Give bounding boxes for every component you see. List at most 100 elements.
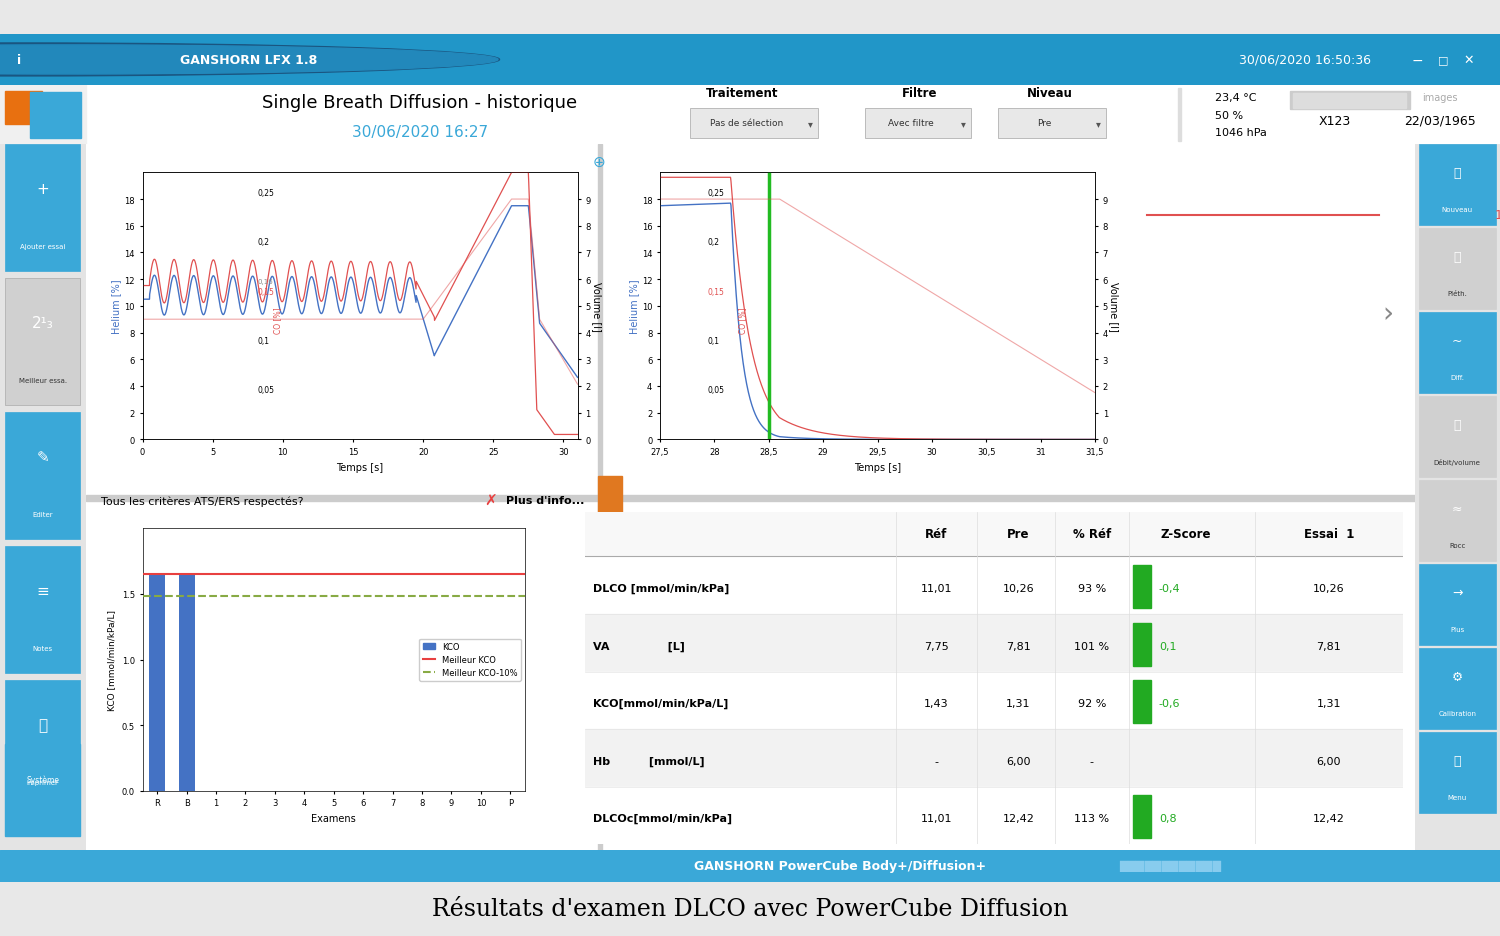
Bar (4, 92, 42, 124)
Text: Ajouter essai: Ajouter essai (20, 243, 66, 250)
Text: ✗: ✗ (484, 493, 496, 508)
Text: 50 %: 50 % (1215, 110, 1243, 121)
Text: Filtre: Filtre (902, 87, 938, 100)
Text: 0,05: 0,05 (708, 386, 724, 395)
Text: Traitement: Traitement (706, 87, 778, 100)
Text: ████████████: ████████████ (1119, 860, 1221, 871)
Text: Menu: Menu (1448, 794, 1467, 800)
Text: 101 %: 101 % (1074, 641, 1110, 651)
Text: Système: Système (26, 775, 60, 784)
Bar (1419, 564, 1496, 646)
Bar (585, 672, 1402, 729)
Bar (1419, 480, 1496, 562)
Text: 👤: 👤 (1454, 167, 1461, 180)
Bar (585, 512, 1402, 557)
Text: 10,26: 10,26 (1312, 583, 1344, 593)
Text: Plus d'info...: Plus d'info... (506, 496, 584, 505)
Text: 11,01: 11,01 (921, 813, 952, 824)
Text: 0,2: 0,2 (258, 238, 270, 247)
Text: ▾: ▾ (807, 119, 813, 129)
Text: CO [%]: CO [%] (273, 307, 282, 333)
Bar (1419, 397, 1496, 477)
Text: ⊕: ⊕ (592, 155, 606, 170)
Text: images: images (1422, 93, 1458, 103)
Bar (1419, 145, 1496, 227)
Text: 12,42: 12,42 (1002, 813, 1034, 824)
Bar (690, 109, 818, 139)
Bar (585, 614, 1402, 672)
Text: 23,4 °C: 23,4 °C (1215, 93, 1257, 103)
Text: -0,6: -0,6 (1160, 698, 1180, 709)
Text: Pléth.: Pléth. (1448, 291, 1467, 297)
Text: 1046 hPa: 1046 hPa (1215, 128, 1267, 139)
Text: ~: ~ (1452, 335, 1462, 347)
Text: ✕: ✕ (1462, 54, 1473, 66)
Text: −: − (1412, 53, 1424, 67)
Text: Résultats d'examen DLCO avec PowerCube Diffusion: Résultats d'examen DLCO avec PowerCube D… (432, 898, 1068, 920)
Text: 11,01: 11,01 (921, 583, 952, 593)
Text: 10,26: 10,26 (1002, 583, 1034, 593)
Text: 0,16: 0,16 (258, 279, 273, 285)
Y-axis label: Volume [l]: Volume [l] (1108, 282, 1119, 331)
Text: 🏠: 🏠 (1454, 754, 1461, 767)
Y-axis label: Helium [%]: Helium [%] (628, 279, 639, 334)
Bar (1419, 313, 1496, 394)
Text: 92 %: 92 % (1077, 698, 1106, 709)
Text: →: → (1452, 586, 1462, 599)
Bar (1293, 94, 1406, 109)
Text: GANSHORN PowerCube Body+/Diffusion+: GANSHORN PowerCube Body+/Diffusion+ (694, 859, 986, 872)
Text: Hb          [mmol/L]: Hb [mmol/L] (592, 755, 705, 766)
Bar (4, 744, 81, 836)
Circle shape (0, 46, 498, 75)
Text: 1,31: 1,31 (1007, 698, 1031, 709)
Bar (0, 86, 86, 145)
Text: Niveau: Niveau (1028, 87, 1072, 100)
Text: Plus: Plus (1450, 626, 1464, 633)
Bar (1132, 623, 1150, 666)
X-axis label: Examens: Examens (312, 813, 356, 823)
Legend: KCO, Meilleur KCO, Meilleur KCO-10%: KCO, Meilleur KCO, Meilleur KCO-10% (420, 639, 520, 680)
Text: 30/06/2020 16:27: 30/06/2020 16:27 (352, 124, 488, 139)
Bar (1178, 89, 1180, 142)
Bar (585, 557, 1402, 614)
Text: 6,00: 6,00 (1317, 756, 1341, 766)
Text: 22/03/1965: 22/03/1965 (1404, 114, 1476, 127)
Text: 6,00: 6,00 (1007, 756, 1031, 766)
Text: 7,81: 7,81 (1317, 641, 1341, 651)
Text: 7,81: 7,81 (1007, 641, 1031, 651)
Text: 0,1: 0,1 (1160, 641, 1176, 651)
Bar (4, 413, 81, 540)
Bar (1419, 229, 1496, 310)
Text: KCO[mmol/min/kPa/L]: KCO[mmol/min/kPa/L] (592, 698, 729, 709)
Text: Tous les critères ATS/ERS respectés?: Tous les critères ATS/ERS respectés? (100, 495, 303, 506)
Text: ›: › (1383, 300, 1394, 328)
Bar (998, 109, 1106, 139)
Text: 0,1: 0,1 (708, 337, 720, 345)
Circle shape (0, 46, 470, 75)
Y-axis label: KCO [mmol/min/kPa/L]: KCO [mmol/min/kPa/L] (106, 609, 116, 710)
Bar (1132, 680, 1150, 724)
Text: GANSHORN LFX 1.8: GANSHORN LFX 1.8 (180, 54, 318, 66)
Text: 🖨: 🖨 (38, 718, 48, 733)
Text: 0,25: 0,25 (258, 188, 274, 197)
Text: Meilleur essa.: Meilleur essa. (18, 377, 68, 384)
Text: 2¹₃: 2¹₃ (32, 316, 54, 331)
Bar (1132, 565, 1150, 608)
Text: Avec filtre: Avec filtre (888, 120, 933, 128)
Bar (86, 495, 1414, 501)
Text: Nouveau: Nouveau (1442, 207, 1473, 212)
Text: Diff.: Diff. (1450, 374, 1464, 381)
Text: 1: 1 (1486, 209, 1500, 222)
Text: 12,42: 12,42 (1312, 813, 1346, 824)
Bar (30, 94, 81, 139)
Text: ▾: ▾ (1095, 119, 1101, 129)
Y-axis label: Volume [l]: Volume [l] (591, 282, 602, 331)
Text: Essai  1: Essai 1 (1304, 528, 1354, 541)
Text: Pre: Pre (1036, 120, 1052, 128)
Text: -0,4: -0,4 (1160, 583, 1180, 593)
Text: 0,05: 0,05 (258, 386, 274, 395)
X-axis label: Temps [s]: Temps [s] (336, 462, 384, 472)
Bar (178, 575, 195, 791)
Text: VA               [L]: VA [L] (592, 641, 686, 651)
Text: Editer: Editer (33, 511, 53, 518)
